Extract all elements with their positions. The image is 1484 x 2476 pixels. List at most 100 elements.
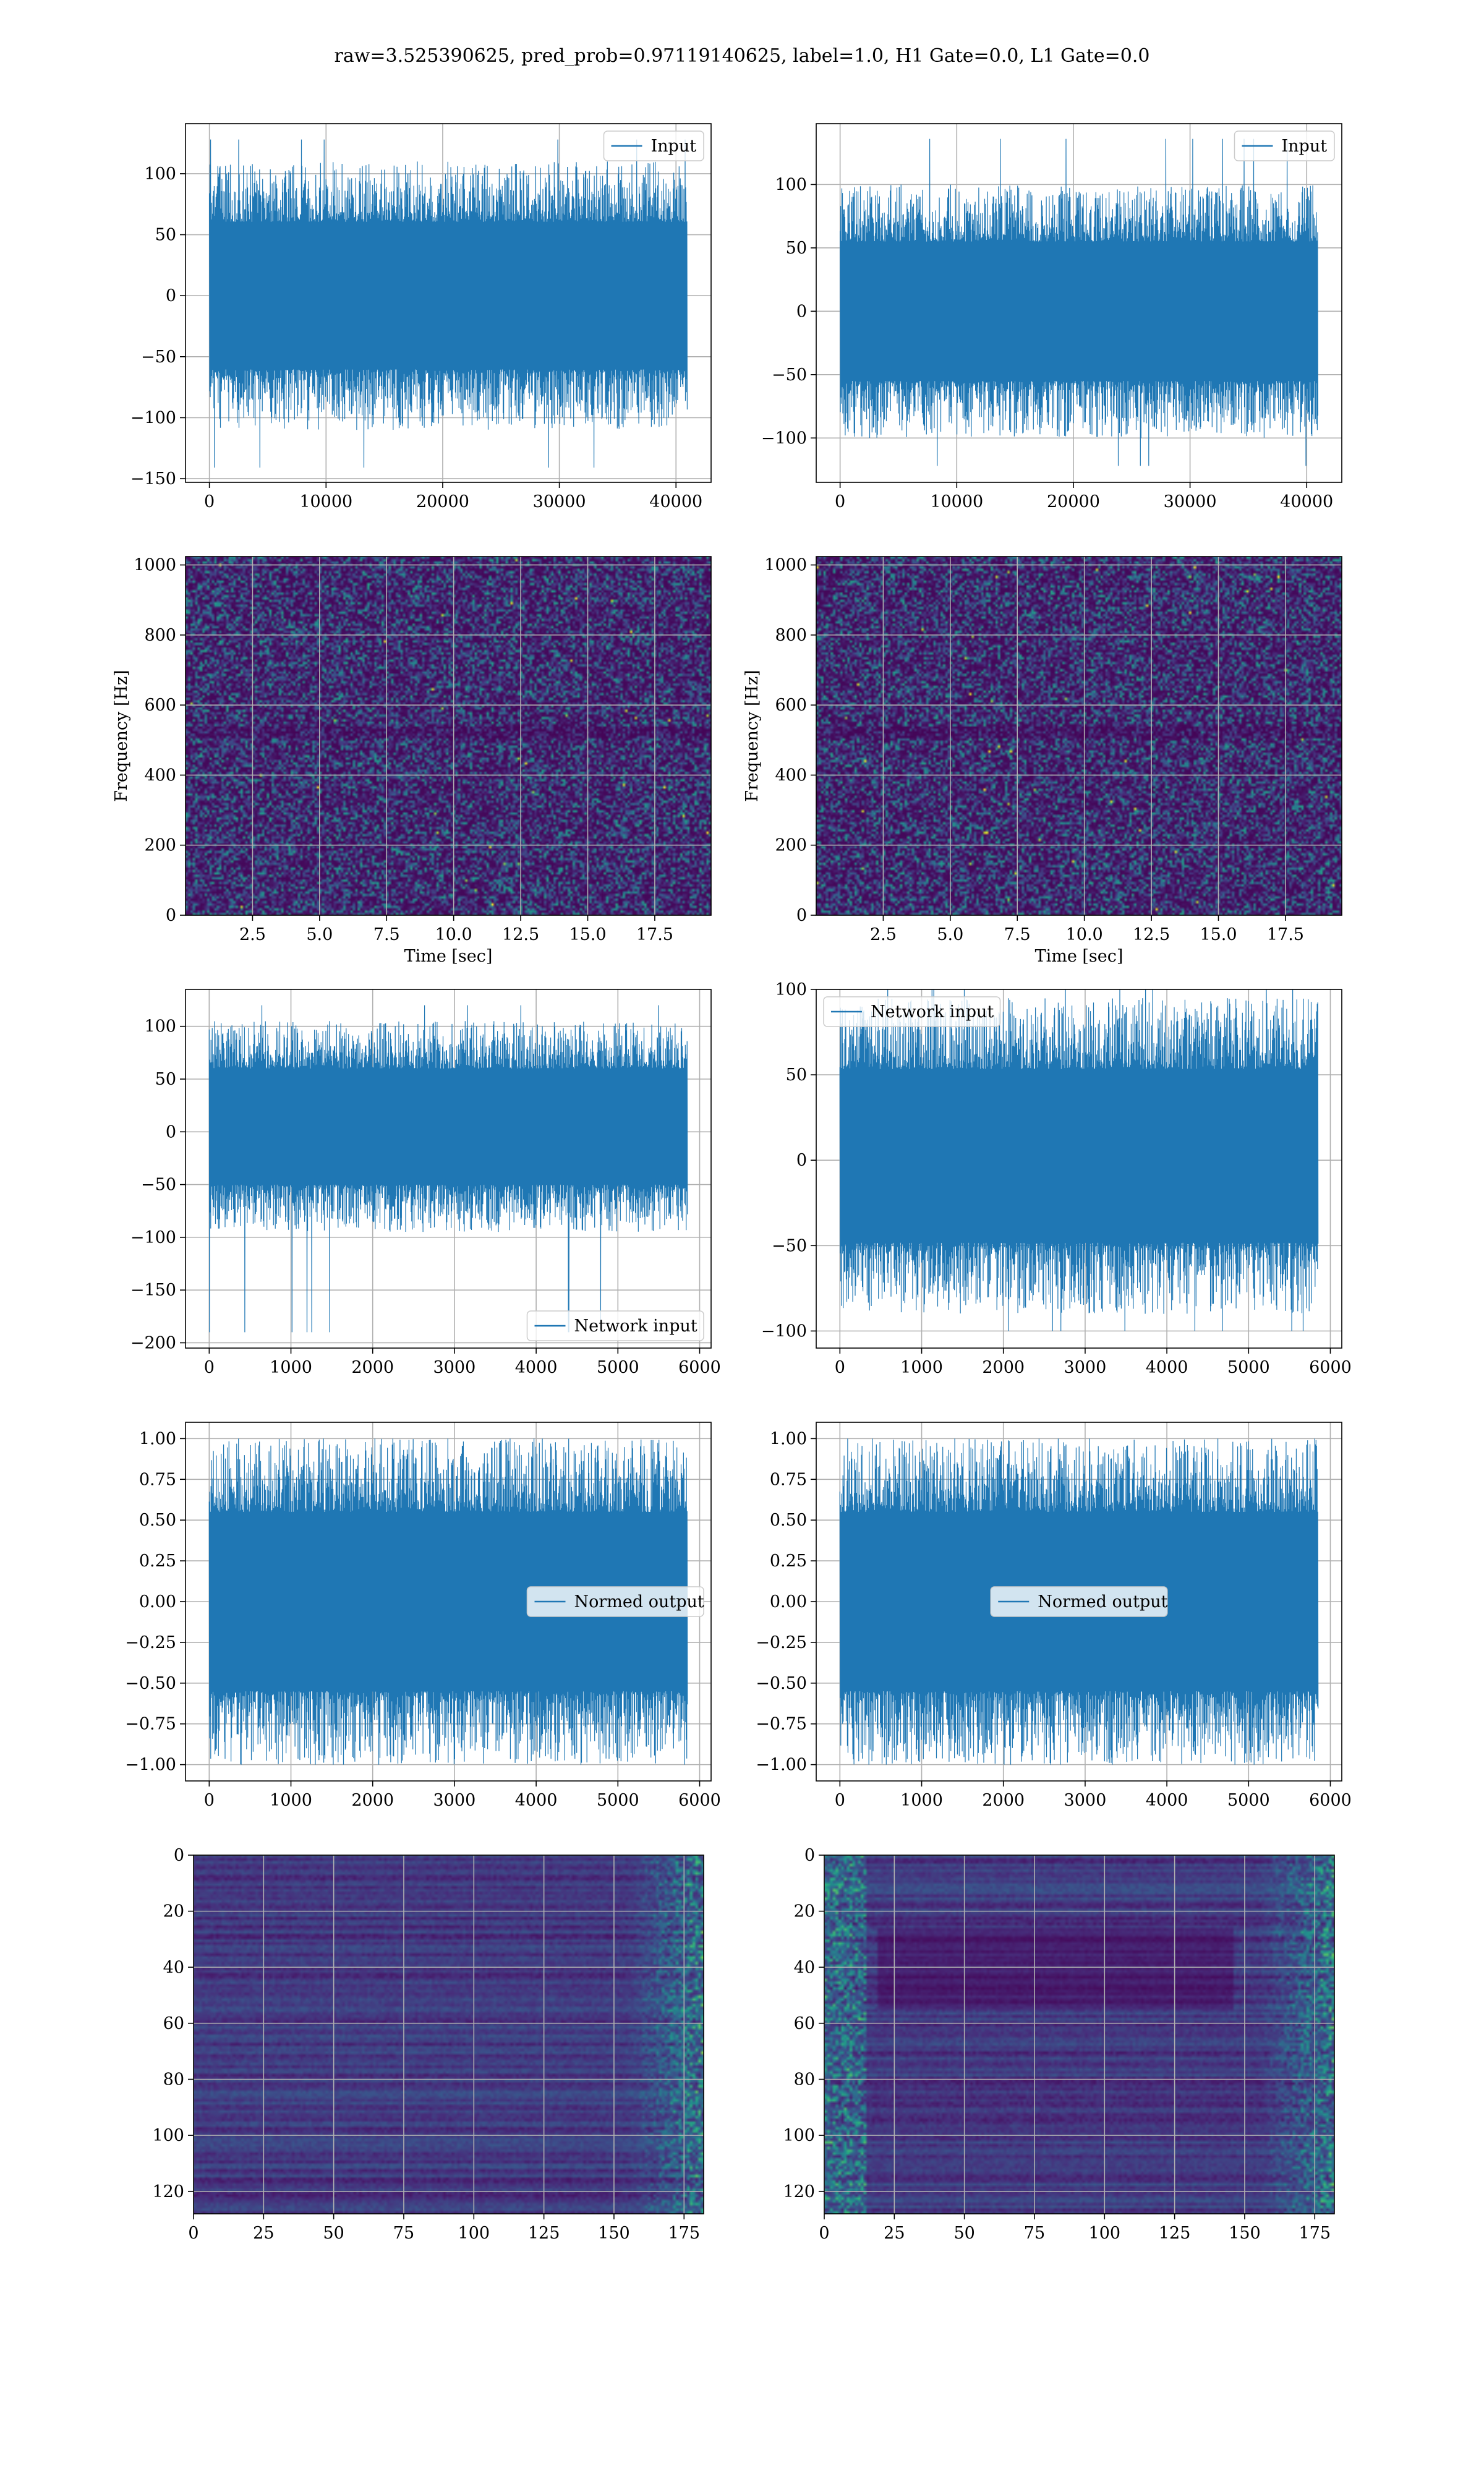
y-tick-label: 50 (155, 226, 176, 245)
y-tick-label: 200 (144, 836, 176, 855)
axes-frame (185, 556, 712, 916)
l1-spectrogram-image (816, 557, 1342, 915)
y-tick-label: 200 (775, 836, 807, 855)
y-tick-label: 50 (786, 1065, 807, 1085)
y-tick-label: 0.00 (770, 1592, 807, 1612)
y-tick-label: −200 (130, 1333, 176, 1352)
x-tick-label: 12.5 (1133, 925, 1170, 944)
x-tick-label: 4000 (1146, 1358, 1188, 1377)
y-tick-label: 1000 (134, 556, 176, 575)
y-tick-label: 0.50 (139, 1511, 176, 1530)
y-tick-label: 50 (786, 239, 807, 258)
y-tick-label: 40 (794, 1958, 815, 1977)
x-tick-label: 5000 (1227, 1791, 1270, 1810)
axes-frame (816, 123, 1342, 483)
y-tick-label: 100 (775, 175, 807, 194)
x-tick-label: 7.5 (1004, 925, 1031, 944)
legend-box (526, 1586, 704, 1617)
axes-frame (185, 123, 712, 483)
legend: Network input (526, 1310, 704, 1341)
x-tick-label: 175 (1298, 2224, 1331, 2243)
l1-spectrogram-panel: 2.5 5.0 7.5 10.0 12.5 15.0 17.5 0 200 400 600 800 10… (743, 556, 1342, 966)
x-tick-label: 0 (204, 1358, 215, 1377)
x-tick-label: 20000 (1047, 492, 1100, 511)
y-tick-label: 120 (152, 2182, 184, 2201)
legend-label: Input (651, 137, 697, 156)
h1-spectrogram-image (186, 557, 711, 915)
x-tick-label: 40000 (1280, 492, 1333, 511)
x-tick-label: 2000 (982, 1791, 1025, 1810)
x-tick-label: 1000 (270, 1791, 312, 1810)
y-tick-label: 100 (144, 164, 176, 184)
l1-normed-output-panel: 0 1000 2000 3000 4000 5000 6000 −1.00 −0.75 −0.50… (756, 1422, 1352, 1810)
legend-label: Network input (871, 1002, 994, 1022)
x-tick-label: 50 (323, 2224, 344, 2243)
x-tick-label: 3000 (1064, 1358, 1107, 1377)
y-tick-label: −100 (761, 429, 807, 448)
legend: Input (1234, 130, 1335, 161)
y-tick-label: 0.25 (139, 1552, 176, 1571)
l1-network-input-panel: 0 1000 2000 3000 4000 5000 6000 −100 −50 0 50 100 Ne… (761, 980, 1352, 1377)
figure-title: raw=3.525390625, pred_prob=0.97119140625… (335, 45, 1150, 67)
x-tick-label: 0 (835, 492, 845, 511)
y-tick-label: 20 (163, 1902, 184, 1921)
x-tick-label: 0 (204, 1791, 215, 1810)
y-tick-label: 800 (775, 626, 807, 645)
x-tick-label: 2000 (351, 1358, 394, 1377)
x-tick-label: 2.5 (239, 925, 266, 944)
x-tick-label: 1000 (900, 1358, 943, 1377)
y-tick-label: −100 (130, 408, 176, 427)
y-tick-label: 0 (804, 1846, 815, 1865)
y-tick-label: 0 (174, 1846, 184, 1865)
x-tick-label: 6000 (678, 1358, 721, 1377)
y-tick-label: −0.75 (125, 1715, 176, 1734)
axes-frame (816, 556, 1342, 916)
y-tick-label: −150 (130, 1281, 176, 1300)
h1-spectrogram-panel: 2.5 5.0 7.5 10.0 12.5 15.0 17.5 0 200 400 600 800 10… (112, 556, 712, 966)
axes-frame (193, 1855, 704, 2214)
x-tick-label: 5000 (1227, 1358, 1270, 1377)
x-tick-label: 50 (953, 2224, 974, 2243)
x-tick-label: 0 (835, 1791, 845, 1810)
y-tick-label: −1.00 (756, 1756, 807, 1775)
y-tick-label: 20 (794, 1902, 815, 1921)
x-tick-label: 10.0 (1066, 925, 1103, 944)
y-tick-label: 0.50 (770, 1511, 807, 1530)
x-tick-label: 10.0 (435, 925, 472, 944)
x-axis-label: Time [sec] (1035, 947, 1124, 966)
x-tick-label: 5000 (597, 1791, 639, 1810)
x-tick-label: 0 (204, 492, 215, 511)
l1-feature-map-panel: 0 25 50 75 100 125 150 175 0 20 40 60 80 100 120 (783, 1846, 1335, 2243)
y-tick-label: 0 (796, 1151, 807, 1170)
axes-frame (824, 1855, 1335, 2214)
y-tick-label: −0.25 (756, 1633, 807, 1652)
y-tick-label: −100 (130, 1228, 176, 1247)
x-tick-label: 3000 (1064, 1791, 1107, 1810)
x-axis-label: Time [sec] (404, 947, 493, 966)
legend-box (823, 996, 1001, 1027)
x-tick-label: 175 (668, 2224, 700, 2243)
y-tick-label: 0 (166, 1122, 176, 1142)
y-tick-label: 100 (152, 2126, 184, 2145)
y-tick-label: 80 (794, 2070, 815, 2090)
y-tick-label: 120 (783, 2182, 815, 2201)
h1-feature-map-image (194, 1855, 704, 2214)
x-tick-label: 10000 (299, 492, 352, 511)
x-tick-label: 3000 (433, 1358, 476, 1377)
x-tick-label: 0 (819, 2224, 829, 2243)
legend-box (526, 1310, 704, 1341)
y-tick-label: 0.75 (770, 1470, 807, 1489)
x-tick-label: 1000 (900, 1791, 943, 1810)
x-tick-label: 5.0 (937, 925, 963, 944)
y-tick-label: −1.00 (125, 1756, 176, 1775)
y-tick-label: 100 (783, 2126, 815, 2145)
y-tick-label: 0 (796, 906, 807, 925)
y-tick-label: −0.25 (125, 1633, 176, 1652)
x-tick-label: 0 (188, 2224, 198, 2243)
y-tick-label: 40 (163, 1958, 184, 1977)
y-tick-label: 1000 (764, 556, 807, 575)
x-tick-label: 6000 (1309, 1358, 1352, 1377)
y-tick-label: −150 (130, 469, 176, 489)
